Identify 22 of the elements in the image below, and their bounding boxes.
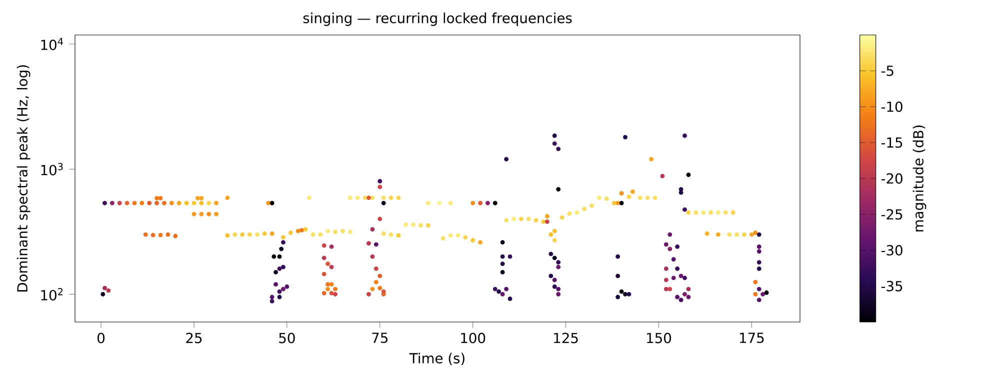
x-tick-label: 150 <box>647 332 672 344</box>
x-axis-title: Time (s) <box>409 352 464 366</box>
color-bar-label: -25 <box>881 209 902 220</box>
y-tick-label: 10$^{3}$ <box>41 162 63 176</box>
chart-title: singing — recurring locked frequencies <box>303 12 572 26</box>
x-tick-label: 100 <box>461 332 486 344</box>
y-tick-label: 10$^{4}$ <box>41 38 63 50</box>
x-tick-label: 50 <box>279 332 295 344</box>
x-tick-label: 0 <box>98 332 105 344</box>
color-bar-title: magnitude (dB) <box>912 126 926 232</box>
color-bar-label: -35 <box>881 280 902 292</box>
y-tick-label: 10$^{2}$ <box>41 288 63 300</box>
color-bar-label: -20 <box>881 173 902 184</box>
y-axis-title: Dominant spectral peak (Hz, log) <box>16 65 30 292</box>
color-bar-label: -10 <box>881 101 902 112</box>
x-tick-label: 25 <box>186 332 202 344</box>
color-bar-label: -30 <box>881 245 902 256</box>
x-tick-label: 75 <box>372 332 388 344</box>
x-tick-label: 175 <box>740 332 764 344</box>
color-bar-label: -15 <box>881 137 902 148</box>
x-tick-label: 125 <box>554 332 578 344</box>
color-bar-label: -5 <box>881 66 894 76</box>
